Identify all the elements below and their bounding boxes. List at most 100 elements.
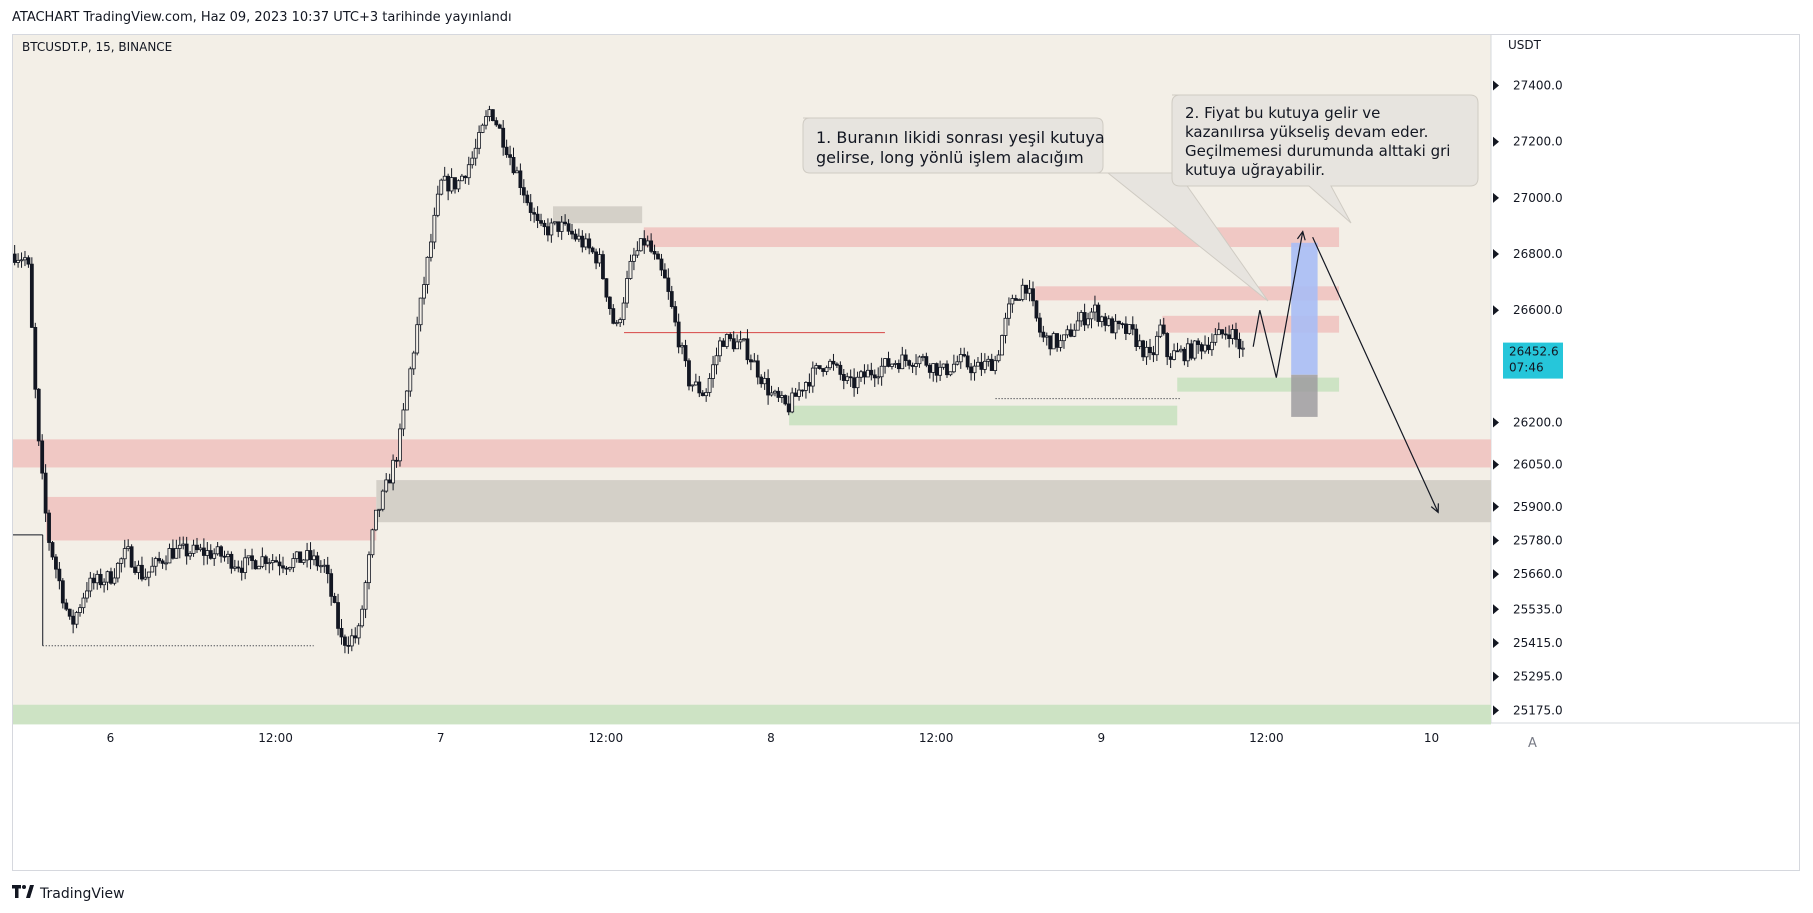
bear-candle xyxy=(745,338,750,361)
publication-header: ATACHART TradingView.com, Haz 09, 2023 1… xyxy=(12,10,512,25)
bear-candle xyxy=(1103,316,1108,326)
bull-candle xyxy=(95,573,100,584)
bull-candle xyxy=(153,558,158,567)
price-chart[interactable]: 1. Buranın likidi sonrası yeşil kutuya g… xyxy=(12,35,1799,870)
annotation-note-1[interactable]: 1. Buranın likidi sonrası yeşil kutuya g… xyxy=(802,117,1269,302)
bull-candle xyxy=(1144,346,1149,358)
bull-candle xyxy=(1210,341,1214,351)
bear-candle xyxy=(346,644,351,647)
footer-brand-label: TradingView xyxy=(40,885,125,902)
bear-candle xyxy=(683,345,688,362)
bear-candle xyxy=(325,564,330,575)
bull-candle xyxy=(243,557,248,573)
auto-scale-label[interactable]: A xyxy=(1528,736,1537,751)
price-tick-label: 25415.0 xyxy=(1513,636,1563,650)
bull-candle xyxy=(693,381,698,386)
note-1-line-1: 1. Buranın likidi sonrası yeşil kutuya xyxy=(816,128,1105,147)
bull-candle xyxy=(859,371,863,378)
bull-candle xyxy=(1185,343,1190,362)
bull-candle xyxy=(246,555,251,559)
bull-candle xyxy=(1192,340,1197,359)
bear-candle xyxy=(556,221,561,232)
price-marker-icon xyxy=(1493,136,1499,147)
time-tick-label: 12:00 xyxy=(589,731,624,745)
bear-candle xyxy=(652,251,657,255)
auto-scale-button[interactable]: A xyxy=(1521,729,1549,755)
bull-candle xyxy=(1027,288,1032,294)
bear-candle xyxy=(157,558,162,562)
bear-candle xyxy=(250,555,254,561)
bear-candle xyxy=(253,560,258,570)
bull-candle xyxy=(226,553,230,558)
bear-candle xyxy=(29,263,34,328)
bull-candle xyxy=(993,360,998,371)
bear-candle xyxy=(659,258,664,271)
bear-candle xyxy=(611,308,616,324)
bull-candle xyxy=(287,567,292,570)
bull-candle xyxy=(174,548,179,559)
bear-candle xyxy=(1223,333,1228,336)
bull-candle xyxy=(1086,318,1090,326)
bear-candle xyxy=(64,602,69,610)
bear-candle xyxy=(33,327,38,390)
bull-candle xyxy=(191,544,196,554)
bear-candle xyxy=(649,240,654,252)
bull-candle xyxy=(301,559,306,563)
bull-candle xyxy=(1099,316,1104,322)
bull-candle xyxy=(81,597,86,609)
bull-candle xyxy=(1058,340,1063,348)
bear-candle xyxy=(1013,298,1018,301)
bull-candle xyxy=(996,354,1001,362)
bar-countdown: 07:46 xyxy=(1509,361,1544,375)
bull-candle xyxy=(380,490,385,510)
bear-candle xyxy=(329,573,334,597)
bear-candle xyxy=(508,154,512,158)
bear-candle xyxy=(903,354,908,361)
bear-candle xyxy=(852,377,857,389)
bull-candle xyxy=(112,577,117,584)
bear-candle xyxy=(1182,348,1187,362)
bull-candle xyxy=(724,334,729,347)
bear-candle xyxy=(277,561,282,567)
bull-candle xyxy=(707,378,712,393)
price-tick-label: 27400.0 xyxy=(1513,79,1563,93)
callout-bubble xyxy=(802,117,1269,302)
note-2-line-3: Geçilmemesi durumunda alttaki gri xyxy=(1185,142,1450,160)
footer-brand[interactable]: TradingView xyxy=(12,884,125,903)
bear-candle xyxy=(528,202,533,213)
bull-candle xyxy=(260,556,265,567)
bear-candle xyxy=(666,277,671,292)
bear-candle xyxy=(1196,340,1201,345)
bull-candle xyxy=(645,240,650,246)
bull-candle xyxy=(78,607,82,613)
bull-candle xyxy=(948,371,953,376)
bull-candle xyxy=(921,356,925,358)
chart-panel[interactable]: 1. Buranın likidi sonrası yeşil kutuya g… xyxy=(12,34,1800,871)
currency-label[interactable]: USDT xyxy=(1508,38,1542,52)
price-marker-icon xyxy=(1493,569,1499,580)
bull-candle xyxy=(958,354,963,363)
bear-candle xyxy=(793,392,798,397)
time-tick-label: 8 xyxy=(767,731,775,745)
bull-candle xyxy=(1106,318,1111,326)
bull-candle xyxy=(625,278,629,304)
bear-candle xyxy=(532,212,537,215)
note-2-line-1: 2. Fiyat bu kutuya gelir ve xyxy=(1185,104,1380,122)
bear-candle xyxy=(587,238,592,249)
note-1-line-2: gelirse, long yönlü işlem alacığım xyxy=(816,148,1084,167)
bear-candle xyxy=(563,221,568,225)
bear-candle xyxy=(862,371,867,378)
bull-candle xyxy=(85,590,89,599)
price-axis[interactable]: 27400.0 27200.0 27000.0 26800.0 26600.0 26200… xyxy=(1493,79,1563,718)
annotation-note-2[interactable]: 2. Fiyat bu kutuya gelir ve kazanılırsa … xyxy=(1171,94,1479,224)
bull-candle xyxy=(449,177,454,192)
symbol-label[interactable]: BTCUSDT.P, 15, BINANCE xyxy=(22,40,172,54)
bull-candle xyxy=(105,571,110,583)
bull-candle xyxy=(370,529,375,556)
bull-candle xyxy=(982,360,987,370)
bull-candle xyxy=(484,116,488,126)
bull-candle xyxy=(735,341,740,350)
time-axis[interactable]: 6 12:00 7 12:00 8 12:00 9 12:00 10 xyxy=(107,731,1440,745)
bull-candle xyxy=(322,564,327,567)
bull-candle xyxy=(552,221,557,224)
